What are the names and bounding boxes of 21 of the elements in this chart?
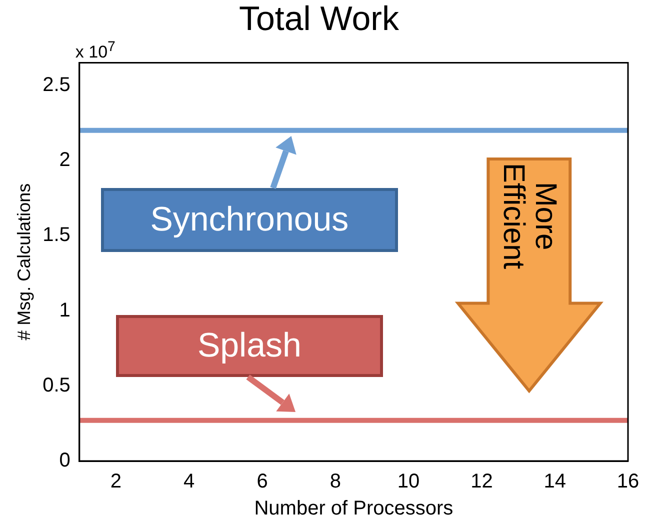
x-tick-label: 8 [330, 470, 341, 493]
x-tick-label: 6 [256, 470, 268, 493]
x-tick-label: 16 [616, 470, 640, 493]
ref-line-label: Splash [197, 326, 302, 366]
x-tick-label: 10 [397, 470, 420, 493]
legend-label: Synchronous [150, 200, 349, 240]
text: x 10$^{7}$ [75, 38, 116, 62]
annotation: More Efficient [497, 162, 562, 272]
x-axis-title: Number of Processors [254, 498, 454, 520]
y-tick-label: 2.5 [42, 74, 70, 96]
y-tick-label: 1 [59, 299, 70, 322]
y-axis-title: # Msg. Calculations [14, 183, 34, 340]
x-tick-label: 12 [470, 470, 493, 493]
x-tick-label: 2 [110, 470, 122, 493]
y-tick-label: 0.5 [42, 374, 70, 396]
y-tick-label: 2 [59, 148, 70, 171]
y-tick-label: 0 [59, 450, 70, 472]
y-tick-label: 1.5 [42, 224, 70, 246]
x-tick-label: 4 [184, 470, 195, 493]
chart-title: Total Work [239, 0, 400, 38]
x-tick-label: 14 [544, 470, 566, 493]
